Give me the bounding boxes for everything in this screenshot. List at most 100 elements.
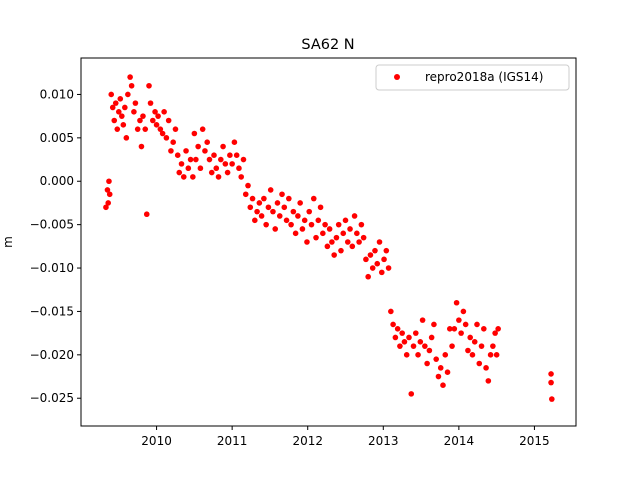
- data-point: [147, 100, 154, 106]
- data-point: [492, 330, 498, 336]
- data-point: [112, 100, 119, 106]
- data-point: [331, 252, 337, 258]
- data-point: [240, 156, 247, 163]
- data-point: [131, 109, 137, 115]
- data-point: [329, 239, 335, 245]
- data-point: [103, 204, 109, 211]
- data-point: [111, 117, 118, 124]
- data-point: [125, 91, 131, 98]
- x-tick-label: 2011: [217, 434, 248, 448]
- data-point: [190, 174, 196, 180]
- data-point: [365, 273, 371, 280]
- data-point: [456, 317, 462, 323]
- data-point: [127, 74, 133, 80]
- data-point: [105, 200, 112, 206]
- data-point: [159, 130, 166, 137]
- data-point: [245, 182, 251, 189]
- data-point: [115, 109, 122, 115]
- data-point: [215, 174, 222, 180]
- data-point: [206, 156, 213, 163]
- legend-marker: [394, 74, 400, 80]
- data-point: [191, 130, 198, 137]
- data-point: [306, 208, 313, 215]
- data-point: [347, 226, 353, 232]
- x-axis: 2010 2011 2012 2013 2014 2015: [141, 426, 550, 448]
- data-point: [419, 317, 426, 323]
- data-point: [490, 343, 496, 349]
- data-point: [406, 334, 412, 341]
- y-tick-label: −0.010: [30, 261, 74, 275]
- data-point: [170, 139, 176, 145]
- data-point: [481, 325, 487, 332]
- data-point: [426, 347, 433, 354]
- y-tick-label: −0.005: [30, 218, 74, 232]
- data-point: [231, 139, 238, 145]
- data-point: [493, 352, 500, 358]
- data-point: [238, 174, 245, 180]
- data-point: [322, 221, 328, 228]
- data-point: [424, 360, 430, 367]
- data-point: [272, 226, 279, 232]
- y-axis: 0.010 0.005 0.000 −0.005 −0.010 −0.015 −0.020 −…: [30, 87, 81, 405]
- data-point: [469, 352, 476, 358]
- data-point: [369, 265, 376, 271]
- data-point: [258, 213, 265, 219]
- data-point: [376, 239, 383, 245]
- data-point: [149, 117, 156, 124]
- data-point: [165, 117, 172, 124]
- data-point: [233, 152, 240, 159]
- data-point: [495, 325, 501, 332]
- y-tick-label: −0.020: [30, 348, 74, 362]
- data-point: [474, 321, 480, 328]
- data-point: [249, 195, 256, 202]
- data-point: [185, 165, 192, 172]
- data-point: [290, 208, 297, 215]
- data-point: [360, 234, 367, 241]
- data-point: [304, 239, 310, 245]
- data-point: [372, 247, 378, 254]
- data-point: [297, 200, 303, 206]
- data-point: [270, 208, 276, 215]
- data-point: [476, 360, 483, 367]
- data-point: [211, 152, 217, 159]
- data-point: [199, 126, 206, 132]
- data-point: [315, 217, 322, 224]
- data-point: [467, 334, 473, 341]
- data-point: [256, 200, 263, 206]
- data-point: [385, 265, 392, 271]
- data-point: [265, 204, 272, 211]
- data-point: [161, 109, 167, 115]
- data-point: [471, 339, 478, 345]
- data-point: [152, 109, 158, 115]
- data-point: [222, 161, 229, 167]
- data-point: [422, 343, 428, 349]
- y-axis-label: m: [1, 236, 15, 248]
- data-point: [485, 378, 492, 384]
- data-point: [415, 352, 421, 358]
- data-point: [140, 113, 146, 119]
- data-point: [224, 169, 231, 176]
- data-point: [180, 174, 187, 180]
- data-point: [367, 252, 374, 258]
- data-point: [442, 352, 449, 358]
- data-point: [143, 211, 150, 218]
- data-point: [213, 165, 220, 172]
- data-point: [358, 221, 365, 228]
- data-point: [390, 321, 396, 328]
- x-tick-label: 2010: [141, 434, 172, 448]
- data-point: [458, 330, 464, 336]
- data-point: [440, 382, 446, 389]
- data-point: [104, 187, 111, 193]
- data-point: [431, 321, 437, 328]
- data-point: [242, 191, 249, 198]
- data-point: [446, 325, 453, 332]
- data-point: [197, 165, 204, 172]
- data-point: [451, 325, 458, 332]
- data-point: [351, 213, 358, 219]
- data-point: [326, 226, 333, 232]
- data-point: [399, 330, 405, 336]
- data-point: [310, 195, 317, 202]
- data-point: [153, 122, 160, 128]
- data-point: [349, 243, 356, 250]
- data-point: [128, 82, 135, 89]
